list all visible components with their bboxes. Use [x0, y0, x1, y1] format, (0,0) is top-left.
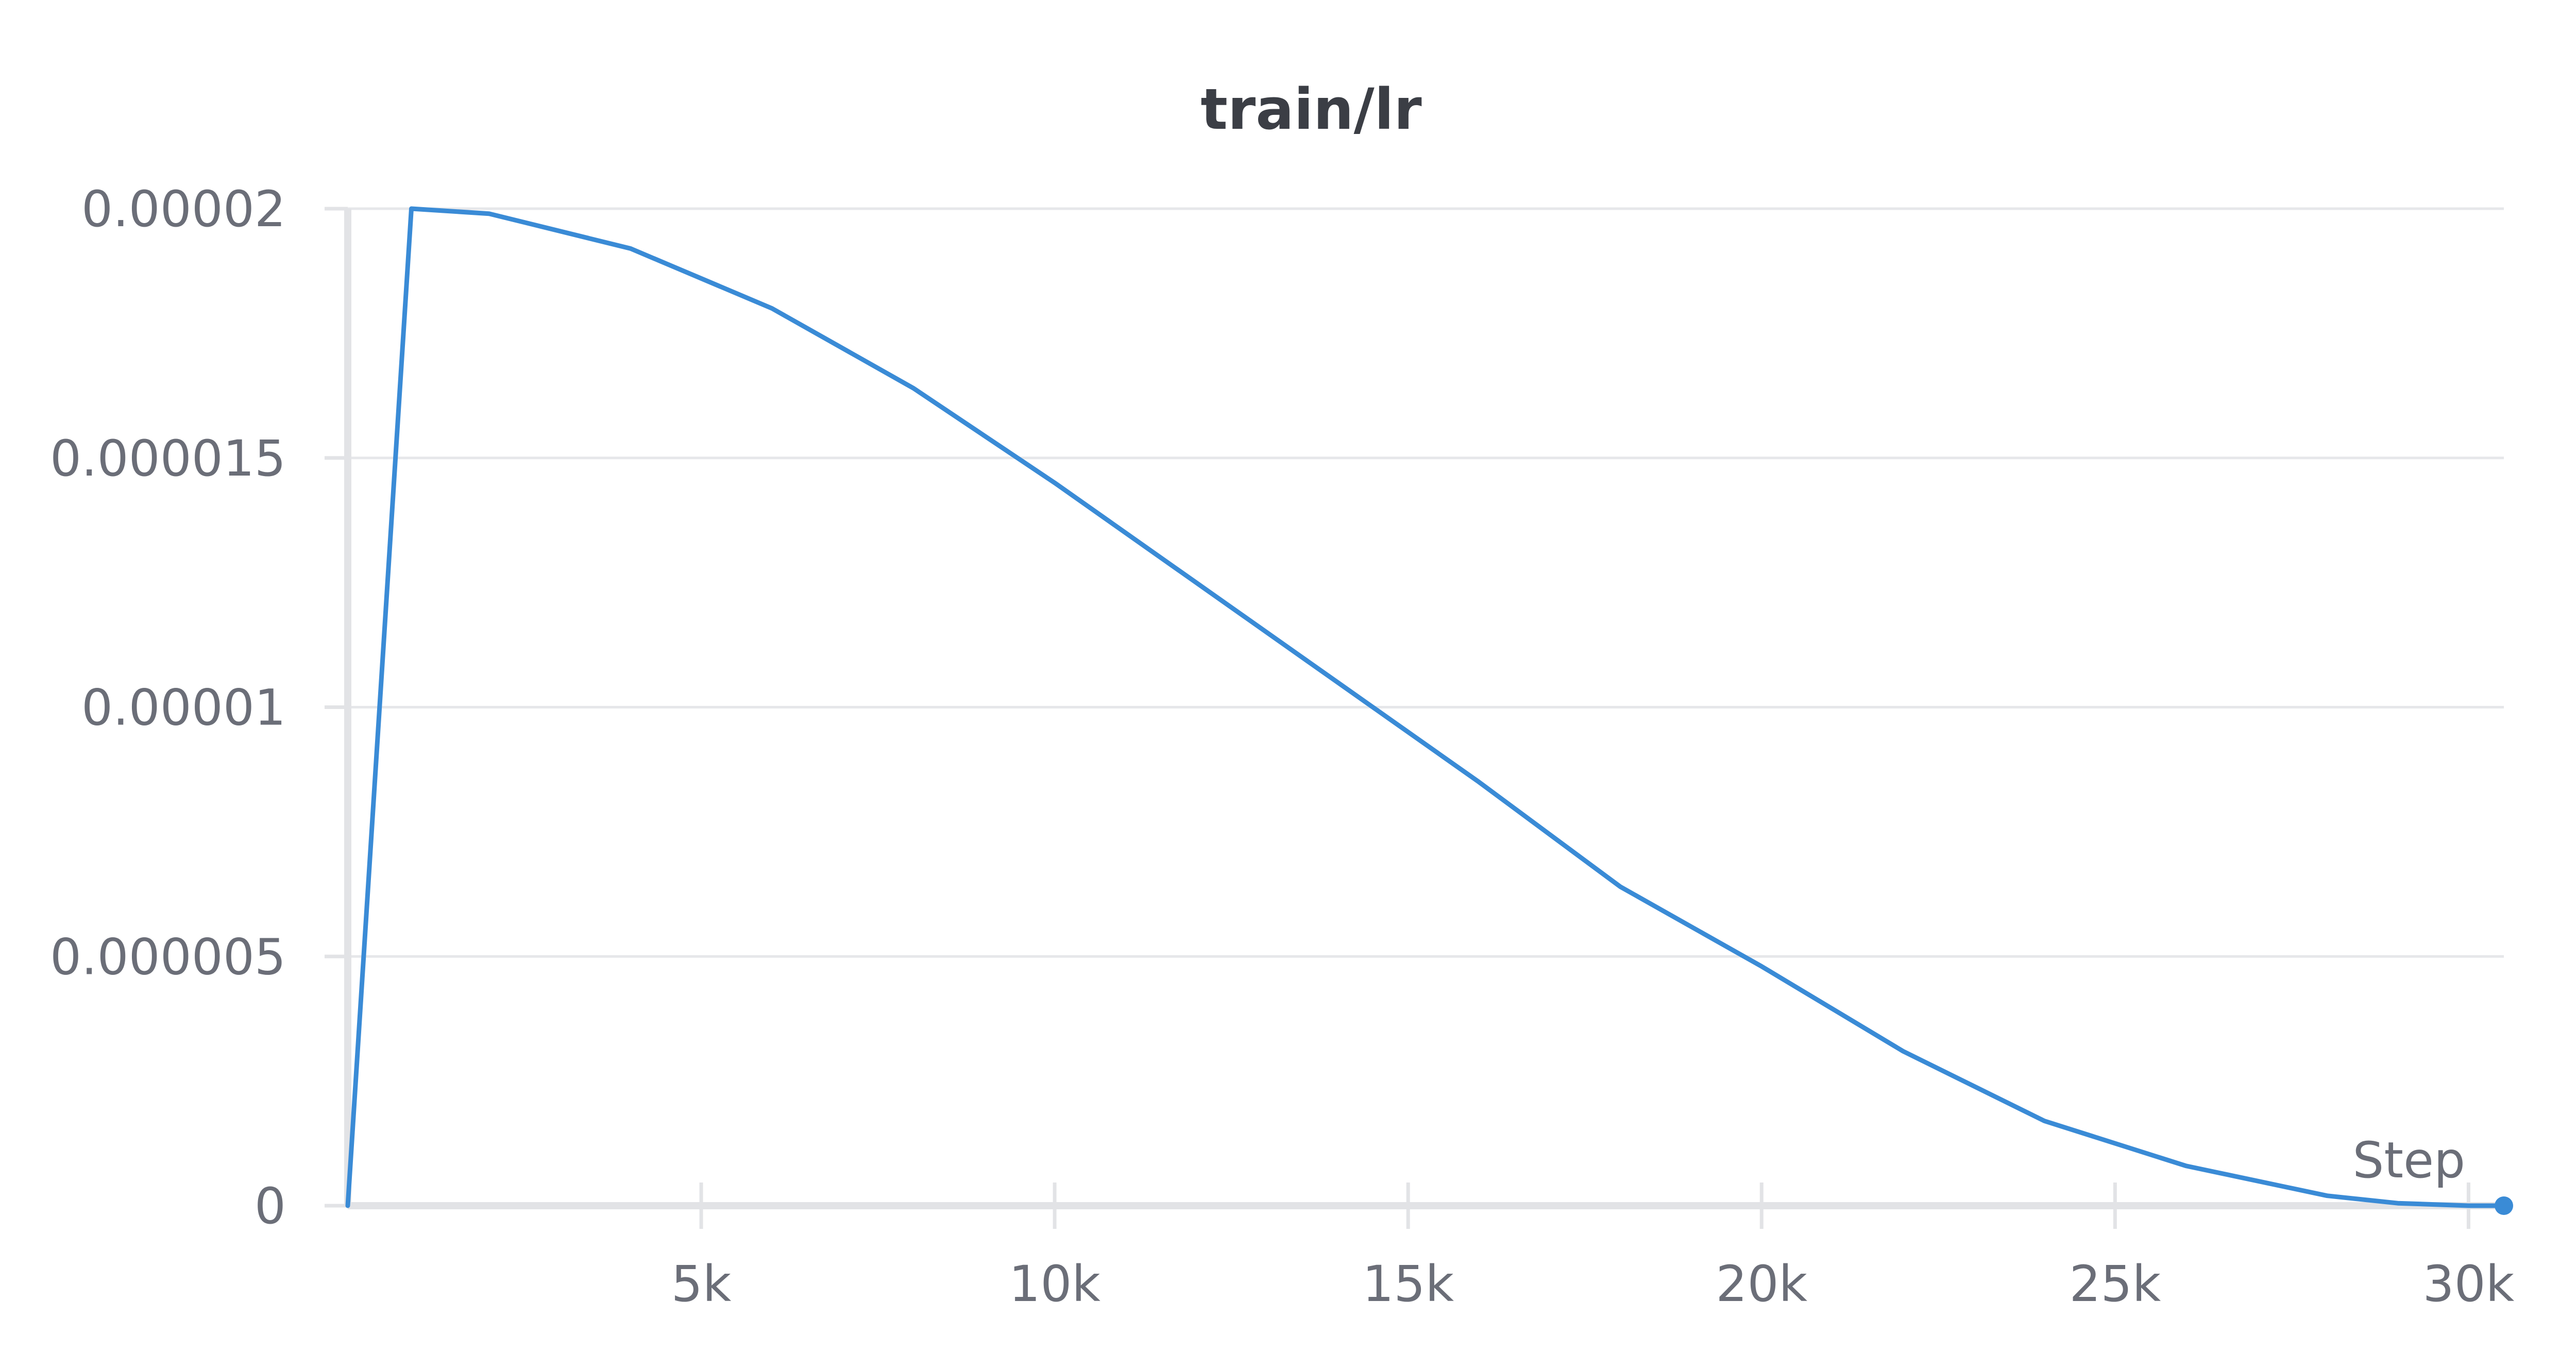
y-tick-label: 0.000005	[50, 928, 286, 986]
x-tick-label: 30k	[2423, 1255, 2515, 1313]
series-group	[345, 206, 2513, 1215]
x-tick-label: 20k	[1716, 1255, 1807, 1313]
chart-title: train/lr	[1200, 76, 1421, 142]
x-tick-label: 25k	[2069, 1255, 2161, 1313]
x-tick-label: 5k	[671, 1255, 732, 1313]
x-tick-labels: 5k 10k 15k 20k 25k 30k	[671, 1255, 2515, 1313]
x-tick-label: 10k	[1009, 1255, 1100, 1313]
y-tick-labels: 0 0.000005 0.00001 0.000015 0.00002	[50, 180, 286, 1235]
y-tick-label: 0.00002	[81, 180, 286, 238]
y-tick-label: 0.000015	[50, 430, 286, 487]
y-tick-label: 0.00001	[81, 679, 286, 737]
series-line	[345, 206, 2506, 1208]
x-axis-label: Step	[2352, 1131, 2465, 1189]
axes	[325, 207, 2504, 1229]
series-end-point	[2495, 1196, 2513, 1215]
x-tick-label: 15k	[1362, 1255, 1454, 1313]
y-tick-label: 0	[255, 1177, 286, 1235]
grid-lines	[348, 207, 2504, 958]
